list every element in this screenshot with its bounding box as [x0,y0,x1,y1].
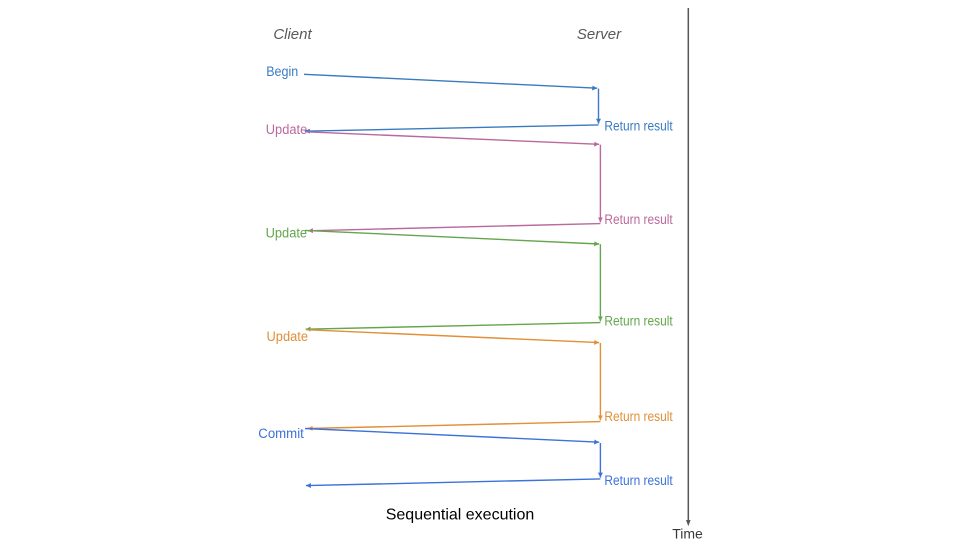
svg-text:Update: Update [266,122,308,137]
svg-text:Server: Server [577,26,622,43]
svg-text:Return result: Return result [604,313,673,328]
svg-text:Update: Update [267,329,309,344]
svg-text:Sequential execution: Sequential execution [386,507,535,524]
svg-text:Return result: Return result [604,212,673,227]
svg-text:Return result: Return result [604,409,673,424]
svg-text:Begin: Begin [266,64,298,79]
svg-text:Client: Client [273,26,312,43]
svg-text:Return result: Return result [604,119,673,134]
svg-text:Time: Time [672,525,703,540]
svg-text:Commit: Commit [258,426,304,441]
svg-text:Return result: Return result [604,473,673,488]
svg-text:Update: Update [266,225,308,240]
